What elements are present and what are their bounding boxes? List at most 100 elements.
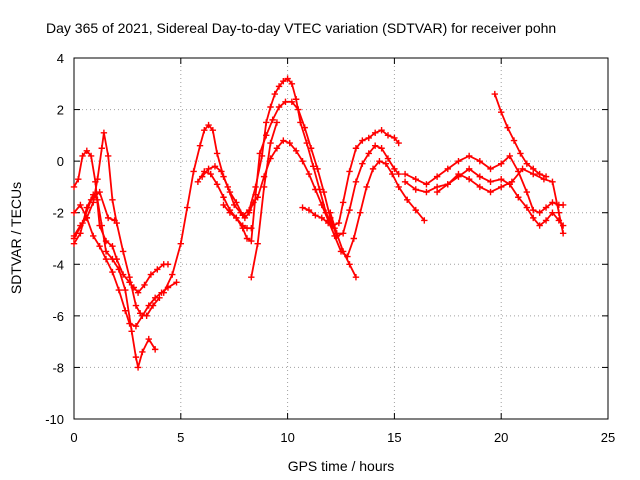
- data-point: [549, 199, 556, 206]
- data-point: [94, 175, 101, 183]
- data-point: [346, 168, 353, 175]
- data-point: [254, 194, 261, 201]
- data-point: [70, 209, 78, 216]
- data-point: [318, 214, 325, 222]
- axis-ticks: 0 5 10 15 20 25 -10 -8 -6 -4 -2 0 2 4: [45, 51, 615, 445]
- data-point: [87, 152, 95, 160]
- data-point: [352, 145, 360, 152]
- data-point: [104, 152, 112, 160]
- data-point: [555, 209, 563, 216]
- data-point: [139, 312, 146, 320]
- series-track-e: [70, 188, 118, 242]
- data-point: [412, 186, 419, 193]
- data-point: [346, 206, 353, 214]
- series-track-m: [401, 152, 567, 216]
- data-point: [335, 219, 343, 227]
- data-point: [498, 108, 505, 116]
- data-point: [350, 235, 358, 242]
- y-tick-label: -6: [52, 309, 64, 324]
- data-point: [508, 178, 516, 185]
- data-point: [301, 124, 308, 131]
- data-point: [465, 165, 473, 173]
- data-point: [184, 204, 191, 211]
- data-point: [352, 273, 360, 281]
- data-point: [100, 129, 108, 136]
- x-tick-label: 20: [494, 430, 508, 445]
- data-point: [205, 165, 212, 173]
- data-point: [346, 261, 353, 268]
- data-point: [498, 160, 505, 167]
- data-point: [376, 157, 383, 165]
- y-tick-label: 0: [57, 154, 64, 169]
- data-point: [421, 217, 428, 224]
- data-point: [536, 209, 543, 216]
- data-point: [530, 206, 537, 214]
- grid: [74, 58, 608, 419]
- data-point: [444, 165, 451, 173]
- data-point: [559, 201, 567, 209]
- data-point: [384, 155, 392, 162]
- y-axis-label: SDTVAR / TECUs: [8, 182, 24, 294]
- data-point: [292, 96, 300, 103]
- data-point: [177, 240, 184, 247]
- x-axis-label: GPS time / hours: [288, 458, 395, 474]
- data-point: [515, 194, 522, 201]
- data-point: [141, 281, 148, 289]
- data-point: [205, 121, 212, 129]
- data-point: [115, 266, 123, 273]
- data-point: [90, 232, 97, 240]
- data-point: [273, 119, 281, 126]
- data-point: [109, 243, 116, 250]
- data-point: [371, 142, 379, 149]
- data-point: [220, 201, 227, 209]
- plot-frame: [73, 57, 609, 420]
- data-point: [310, 163, 317, 170]
- data-point: [359, 160, 366, 167]
- data-point: [401, 170, 409, 178]
- data-point: [305, 206, 313, 214]
- series-track-i: [220, 201, 255, 232]
- data-point: [365, 150, 372, 157]
- data-point: [87, 196, 95, 204]
- data-point: [282, 98, 289, 106]
- series-track-f: [160, 75, 402, 296]
- data-point: [517, 150, 524, 157]
- data-point: [423, 188, 430, 196]
- data-point: [491, 90, 498, 98]
- data-series: [70, 75, 567, 371]
- data-point: [248, 224, 255, 232]
- data-point: [128, 328, 135, 335]
- data-point: [260, 183, 268, 191]
- data-point: [549, 178, 556, 185]
- data-point: [371, 129, 379, 136]
- data-point: [250, 199, 257, 206]
- data-point: [286, 139, 293, 147]
- data-point: [523, 204, 531, 211]
- data-point: [455, 170, 462, 178]
- data-point: [151, 346, 159, 353]
- data-point: [275, 83, 283, 90]
- x-tick-label: 5: [177, 430, 184, 445]
- data-point: [523, 160, 531, 167]
- data-point: [476, 157, 484, 165]
- data-point: [339, 230, 347, 237]
- data-point: [295, 106, 302, 113]
- data-point: [292, 147, 300, 155]
- data-point: [256, 150, 264, 157]
- data-point: [395, 170, 402, 178]
- chart-title: Day 365 of 2021, Sidereal Day-to-day VTE…: [46, 20, 556, 36]
- data-point: [75, 175, 82, 183]
- data-point: [312, 212, 319, 219]
- data-point: [267, 139, 274, 147]
- data-point: [280, 137, 287, 144]
- data-point: [536, 170, 543, 178]
- data-point: [263, 132, 270, 139]
- data-point: [395, 139, 402, 147]
- data-point: [280, 78, 287, 85]
- series-track-g: [194, 98, 402, 245]
- data-point: [218, 168, 225, 175]
- data-point: [98, 222, 105, 229]
- data-point: [487, 165, 494, 173]
- data-point: [201, 127, 208, 134]
- data-point: [134, 364, 142, 371]
